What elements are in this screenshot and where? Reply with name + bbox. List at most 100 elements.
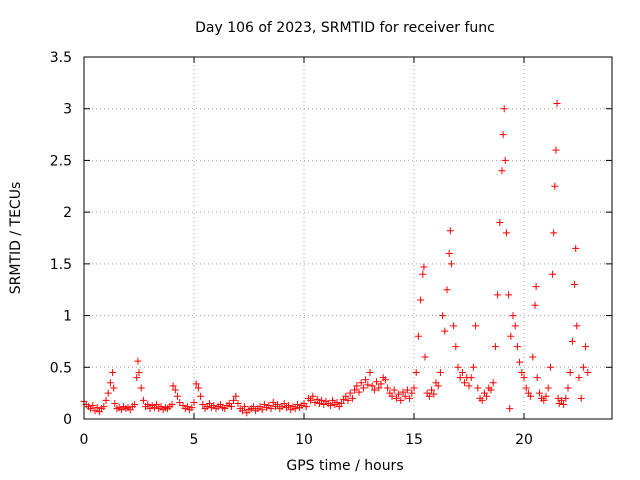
data-point-marker [344,396,352,404]
data-point-marker [169,382,177,390]
data-point-marker [531,301,539,309]
data-point-marker [489,379,497,387]
data-point-marker [100,403,108,411]
data-point-marker [392,394,400,402]
x-tick-labels: 0 5 10 15 20 [80,432,533,448]
x-axis-label: GPS time / hours [286,458,403,474]
y-tick-label: 3.5 [50,50,72,66]
data-point-marker [401,392,409,400]
y-tick-labels: 0 0.5 1 1.5 2 2.5 3 3.5 [50,50,72,428]
data-point-marker [562,394,570,402]
data-point-marker [425,392,433,400]
data-point-marker [511,322,519,330]
data-point-marker [454,363,462,371]
y-tick-label: 2 [63,205,72,221]
data-point-marker [337,399,345,407]
data-point-marker [390,386,398,394]
data-point-marker [441,327,449,335]
data-point-marker [199,401,207,409]
data-point-marker [505,291,513,299]
data-point-marker [458,368,466,376]
data-point-marker [93,404,101,412]
data-point-marker [384,384,392,392]
x-tick-label: 15 [405,432,423,448]
data-point-marker [575,374,583,382]
data-point-marker [421,353,429,361]
x-tick-label: 0 [80,432,89,448]
data-point-marker [550,229,558,237]
y-tick-label: 0 [63,412,72,428]
x-tick-label: 20 [515,432,533,448]
data-point-marker [359,384,367,392]
data-point-marker [144,401,152,409]
data-point-marker [234,399,242,407]
data-point-marker [506,405,514,413]
data-point-marker [131,401,139,409]
data-point-marker [333,398,341,406]
data-point-marker [408,389,416,397]
data-point-marker [516,358,524,366]
data-point-marker [450,322,458,330]
data-point-marker [111,399,119,407]
data-point-marker [258,406,266,414]
data-point-marker [188,404,196,412]
data-point-marker [238,407,246,415]
grid-lines [84,57,612,419]
data-point-marker [501,156,509,164]
data-point-marker [452,343,460,351]
data-point-marker [571,281,579,289]
data-point-marker [280,399,288,407]
data-point-marker [348,394,356,402]
data-point-marker [366,368,374,376]
data-point-marker [373,378,381,386]
data-point-marker [329,396,337,404]
data-point-marker [487,386,495,394]
data-point-marker [439,312,447,320]
y-tick-label: 1 [63,309,72,325]
data-point-marker [436,368,444,376]
plot-frame [83,56,613,420]
data-point-marker [533,374,541,382]
data-point-marker [430,390,438,398]
data-point-marker [494,291,502,299]
data-point-marker [399,388,407,396]
data-point-marker [285,402,293,410]
data-point-marker [472,322,480,330]
data-point-marker [357,379,365,387]
data-point-marker [395,390,403,398]
data-point-marker [467,374,475,382]
data-point-marker [456,374,464,382]
x-tick-label: 10 [295,432,313,448]
data-point-marker [551,182,559,190]
data-point-marker [106,379,114,387]
data-point-marker [89,402,97,410]
data-point-marker [447,260,455,268]
data-point-marker [153,401,161,409]
data-point-marker [205,399,213,407]
data-point-marker [197,392,205,400]
data-point-marker [192,380,200,388]
data-point-marker [362,376,370,384]
data-point-marker [403,386,411,394]
data-point-marker [420,263,428,271]
data-point-marker [546,363,554,371]
data-point-marker [527,392,535,400]
data-point-marker [491,343,499,351]
data-point-marker [502,229,510,237]
data-point-marker [410,384,418,392]
data-point-marker [267,405,275,413]
data-point-marker [230,396,238,404]
data-point-marker [364,381,372,389]
data-point-marker [509,312,517,320]
data-point-marker [500,105,508,113]
data-point-marker [496,218,504,226]
data-point-marker [370,386,378,394]
data-point-marker [544,384,552,392]
data-point-marker [572,244,580,252]
data-point-marker [139,396,147,404]
data-point-marker [274,401,282,409]
data-point-marker [522,384,530,392]
data-point-marker [540,396,548,404]
data-point-marker [375,384,383,392]
data-point-marker [419,270,427,278]
